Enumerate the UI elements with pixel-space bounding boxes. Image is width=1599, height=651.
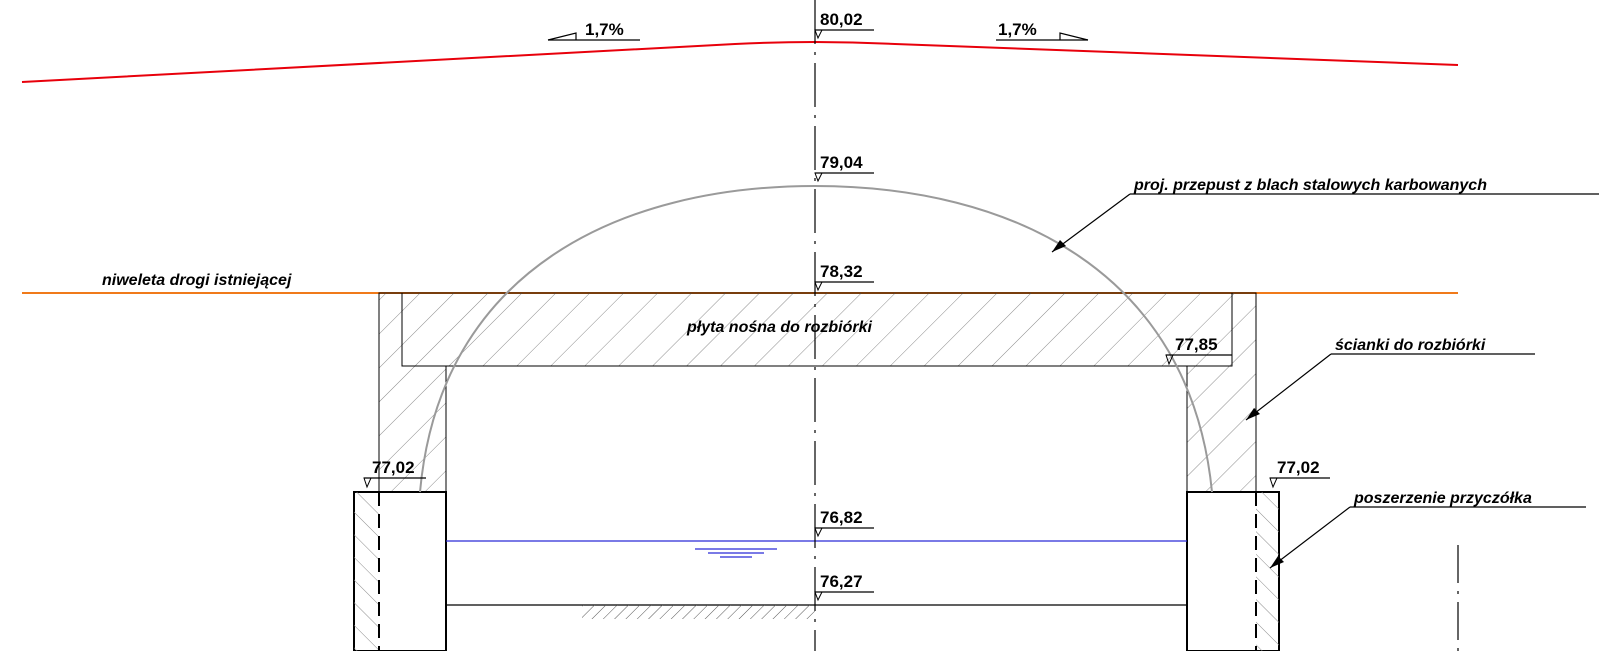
elevation-existing-road: 78,32	[814, 262, 874, 292]
elevation-culvert-crown-label: 79,04	[820, 153, 863, 172]
elevation-water-level: 76,82	[814, 508, 874, 538]
note-existing-road: niweleta drogi istniejącej	[102, 272, 292, 289]
elevation-stream-bed-label: 76,27	[820, 572, 863, 591]
note-slab: płyta nośna do rozbiórki	[686, 319, 872, 336]
slope-right-label: 1,7%	[998, 20, 1037, 39]
left-footing-widening	[354, 492, 379, 651]
elevation-road-top-label: 80,02	[820, 10, 863, 29]
note-abutment-leader: poszerzenie przyczółka	[1269, 490, 1586, 569]
note-culvert: proj. przepust z blach stalowych karbowa…	[1133, 177, 1487, 194]
elevation-stream-bed: 76,27	[814, 572, 874, 602]
elevation-culvert-crown: 79,04	[814, 153, 874, 183]
note-walls-leader: ścianki do rozbiórki	[1245, 337, 1535, 421]
elevation-footing-left-label: 77,02	[372, 458, 415, 477]
stream-bed-soil-hatch	[582, 605, 815, 619]
elevation-slab-bottom-label: 77,85	[1175, 335, 1218, 354]
slope-marker-right: 1,7%	[996, 20, 1089, 41]
elevation-existing-road-label: 78,32	[820, 262, 863, 281]
elevation-water-level-label: 76,82	[820, 508, 863, 527]
culvert-arch	[419, 184, 1213, 493]
note-walls: ścianki do rozbiórki	[1335, 337, 1486, 354]
elevation-road-top: 80,02	[814, 10, 874, 40]
road-profile-line	[21, 41, 1459, 83]
bearing-slab	[401, 292, 1233, 367]
elevation-footing-left: 77,02	[363, 458, 426, 489]
note-abutment: poszerzenie przyczółka	[1353, 490, 1532, 507]
right-footing-widening	[1256, 492, 1279, 651]
elevation-slab-bottom: 77,85	[1165, 335, 1232, 366]
note-culvert-leader: proj. przepust z blach stalowych karbowa…	[1051, 177, 1599, 253]
slope-marker-left: 1,7%	[547, 20, 640, 41]
elevation-footing-right: 77,02	[1269, 458, 1330, 489]
water-symbol	[695, 548, 777, 558]
elevation-footing-right-label: 77,02	[1277, 458, 1320, 477]
slope-left-label: 1,7%	[585, 20, 624, 39]
